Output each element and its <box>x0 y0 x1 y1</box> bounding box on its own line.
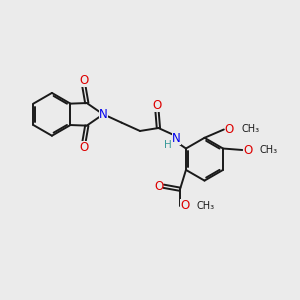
Text: CH₃: CH₃ <box>260 145 278 155</box>
Text: H: H <box>164 140 172 150</box>
Text: N: N <box>172 132 181 145</box>
Text: O: O <box>79 141 88 154</box>
Text: O: O <box>154 180 163 193</box>
Text: O: O <box>243 143 252 157</box>
Text: N: N <box>99 108 107 121</box>
Text: O: O <box>180 199 190 212</box>
Text: CH₃: CH₃ <box>241 124 259 134</box>
Text: O: O <box>224 123 234 136</box>
Text: O: O <box>79 74 88 87</box>
Text: O: O <box>152 99 162 112</box>
Text: CH₃: CH₃ <box>196 201 214 211</box>
